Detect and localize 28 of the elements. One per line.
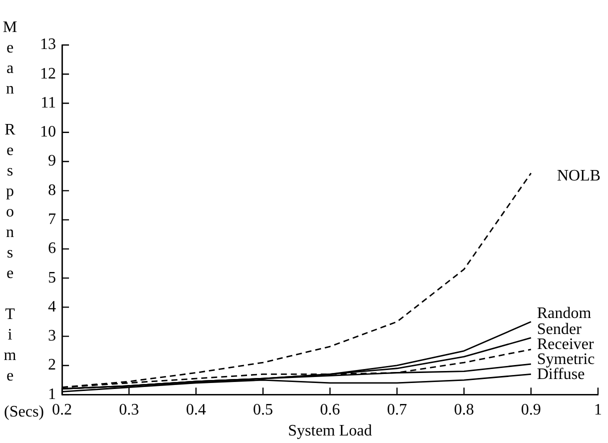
x-tick-label: 0.3 [119, 401, 139, 418]
y-tick-label: 11 [40, 94, 56, 112]
y-tick-label: 2 [48, 356, 56, 374]
x-tick-label: 0.8 [454, 401, 474, 418]
y-tick-label: 9 [48, 152, 56, 170]
y-tick-label: 1 [48, 386, 56, 403]
series-label: NOLB [557, 167, 601, 184]
x-tick-label: 0.9 [521, 401, 541, 418]
y-tick-label: 4 [48, 298, 56, 316]
x-tick-label: 0.2 [52, 401, 72, 418]
x-axis-title: System Load [288, 422, 372, 440]
y-tick-label: 7 [48, 211, 56, 228]
x-tick-label: 0.4 [186, 401, 206, 418]
x-tick-label: 0.6 [320, 401, 340, 418]
y-tick-label: 5 [48, 269, 56, 286]
series-label: Random [537, 304, 592, 322]
y-tick-label: 3 [48, 328, 56, 345]
series-label: Receiver [537, 336, 595, 353]
y-tick-label: 8 [48, 182, 56, 199]
x-tick-label: 0.5 [253, 401, 273, 418]
y-tick-label: 6 [48, 240, 56, 258]
y-tick-label: 10 [40, 124, 56, 141]
x-tick-label: 1 [594, 401, 602, 418]
y-tick-label: 12 [40, 65, 56, 82]
x-tick-label: 0.7 [387, 401, 407, 418]
series-label: Symetric [537, 350, 595, 368]
y-tick-label: 13 [40, 36, 56, 54]
series-label: Sender [537, 320, 582, 338]
